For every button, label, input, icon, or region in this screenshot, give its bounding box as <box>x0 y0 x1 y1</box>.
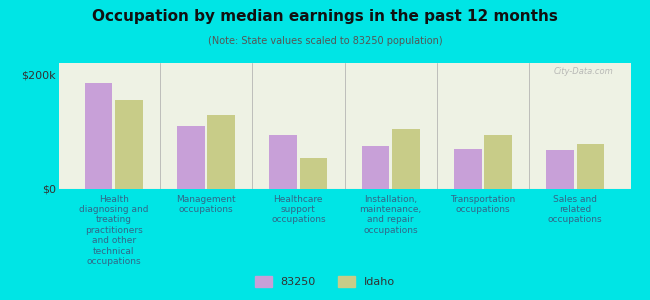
Text: (Note: State values scaled to 83250 population): (Note: State values scaled to 83250 popu… <box>208 36 442 46</box>
Bar <box>115 100 143 189</box>
Bar <box>577 144 604 189</box>
Bar <box>361 146 389 189</box>
Bar <box>84 83 112 189</box>
Bar <box>484 135 512 189</box>
Text: City-Data.com: City-Data.com <box>554 67 614 76</box>
Bar <box>269 135 297 189</box>
Bar <box>177 126 205 189</box>
Bar <box>300 158 328 189</box>
Bar <box>392 129 420 189</box>
Legend: 83250, Idaho: 83250, Idaho <box>251 271 399 291</box>
Bar <box>207 115 235 189</box>
Bar <box>546 150 574 189</box>
Text: Occupation by median earnings in the past 12 months: Occupation by median earnings in the pas… <box>92 9 558 24</box>
Bar <box>454 149 482 189</box>
